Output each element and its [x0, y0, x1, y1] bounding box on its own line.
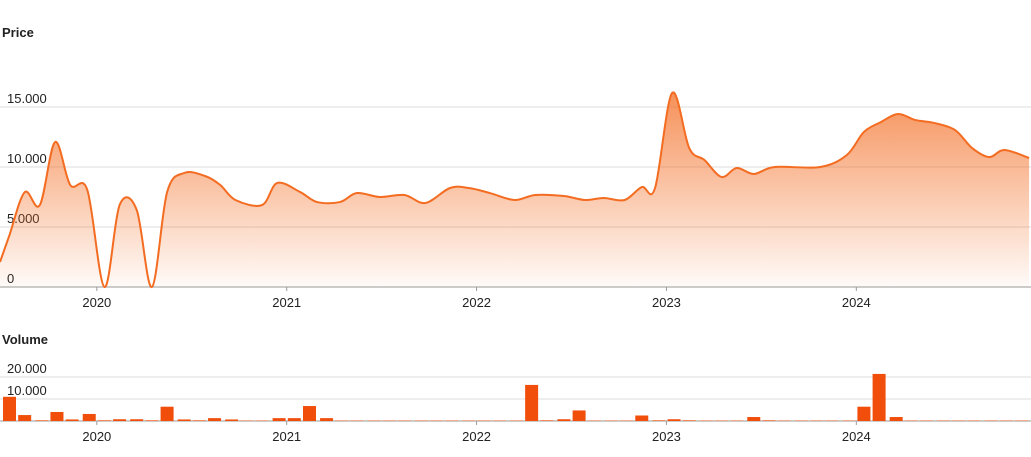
- bar: [272, 418, 286, 421]
- bar: [113, 419, 127, 421]
- bar: [2, 396, 16, 421]
- bar: [557, 419, 571, 421]
- bar: [18, 415, 32, 421]
- bar: [872, 373, 886, 421]
- x-tick-label: 2021: [272, 295, 301, 310]
- x-tick-label: 2022: [462, 429, 491, 444]
- x-tick-label: 2024: [842, 429, 871, 444]
- y-tick-label: 10.000: [7, 151, 47, 166]
- bar: [302, 406, 316, 421]
- bar: [225, 419, 239, 421]
- y-tick-label: 15.000: [7, 91, 47, 106]
- area: [0, 92, 1030, 288]
- y-tick-label: 20.000: [7, 361, 47, 376]
- bar: [287, 418, 301, 421]
- x-tick-label: 2022: [462, 295, 491, 310]
- x-tick-label: 2023: [652, 429, 681, 444]
- line: [0, 91, 1030, 289]
- bar: [747, 417, 761, 421]
- bar: [160, 406, 174, 421]
- bar: [208, 418, 222, 421]
- x-tick-label: 2024: [842, 295, 871, 310]
- bar: [65, 419, 79, 421]
- chart-title: Price: [2, 25, 34, 40]
- bar: [762, 420, 776, 421]
- bar: [540, 420, 554, 421]
- bar: [130, 419, 144, 421]
- x-tick-label: 2023: [652, 295, 681, 310]
- bar: [635, 415, 649, 421]
- bar: [177, 419, 191, 421]
- bar: [82, 413, 96, 421]
- bar: [320, 418, 334, 421]
- chart-title: Volume: [2, 332, 48, 347]
- x-tick-label: 2020: [82, 295, 111, 310]
- bar: [145, 420, 159, 421]
- bar: [857, 406, 871, 421]
- bar: [889, 417, 903, 421]
- x-tick-label: 2021: [272, 429, 301, 444]
- bar: [652, 420, 666, 421]
- y-tick-label: 10.000: [7, 383, 47, 398]
- x-tick-label: 2020: [82, 429, 111, 444]
- bar: [572, 410, 586, 421]
- bar: [192, 420, 206, 421]
- bar: [525, 384, 539, 421]
- bar: [682, 420, 696, 421]
- bar: [97, 420, 111, 421]
- bar: [35, 420, 49, 421]
- bar: [667, 419, 681, 421]
- bar: [50, 411, 64, 421]
